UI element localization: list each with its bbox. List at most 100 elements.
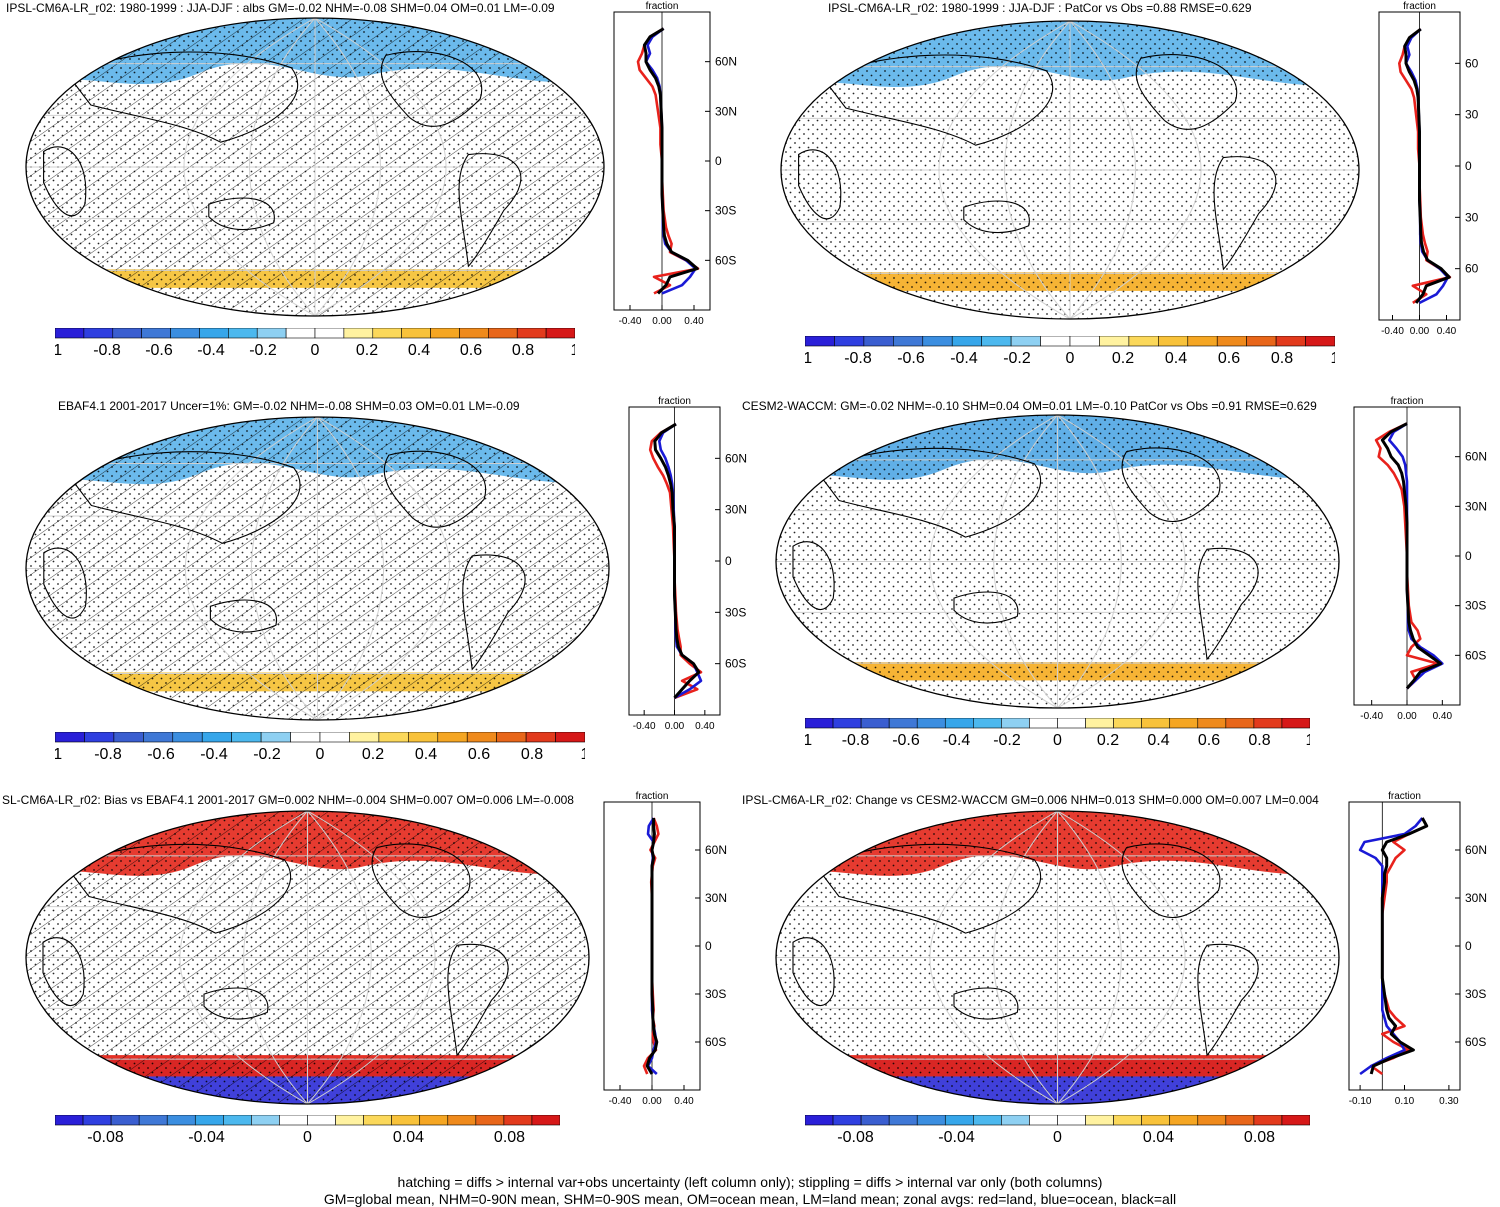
zonal-x-tick-label: 0.40 <box>684 316 704 327</box>
colorbar-swatch <box>1001 718 1030 729</box>
map-frame <box>775 414 1340 709</box>
colorbar-tick-label: 0.6 <box>468 746 490 763</box>
colorbar-swatch <box>888 718 918 729</box>
colorbar-swatch <box>531 1115 560 1126</box>
colorbar-swatch <box>55 328 85 339</box>
map-top-left <box>25 17 605 317</box>
coastlines <box>798 54 1277 271</box>
zonal-lat-tick-label: 60N <box>725 451 747 465</box>
colorbar-tick-label: -1 <box>55 746 62 763</box>
colorbar-tick-label: -0.8 <box>842 732 870 749</box>
colorbar-swatch <box>437 732 468 743</box>
colorbar-swatch <box>170 328 200 339</box>
colorbar-swatch <box>430 328 460 339</box>
panel-title-bottom-right: IPSL-CM6A-LR_r02: Change vs CESM2-WACCM … <box>742 793 1319 807</box>
colorbar-bottom-right: -0.08 -0.04 0 0.04 0.08 <box>805 1115 1310 1146</box>
colorbar-tick-label: -0.8 <box>844 350 872 367</box>
colorbar-swatch <box>1057 718 1086 729</box>
colorbar-swatch <box>447 1115 477 1126</box>
zonal-x-tick-label: -0.40 <box>609 1096 632 1107</box>
zonal-x-tick-label: 0.40 <box>1437 326 1457 337</box>
colorbar-tick-label: -1 <box>805 732 812 749</box>
zonal-lat-tick-label: 60 <box>1465 262 1479 276</box>
zonal-x-tick-label: -0.40 <box>619 316 642 327</box>
colorbar-tick-label: -0.6 <box>145 342 173 359</box>
colorbar-swatch <box>363 1115 392 1126</box>
footer-line-1: hatching = diffs > internal var+obs unce… <box>397 1174 1103 1190</box>
colorbar-swatch <box>1253 1115 1283 1126</box>
colorbar-middle-left: -1 -0.8 -0.6 -0.4 -0.2 0 0.2 0.4 0.6 0.8 1 <box>55 732 585 763</box>
zonal-x-tick-label: 0.00 <box>1410 326 1430 337</box>
zonal-series-land <box>1369 817 1428 1076</box>
colorbar-tick-label: -0.4 <box>200 746 228 763</box>
colorbar-tick-label: 0.4 <box>415 746 437 763</box>
colorbar-swatch <box>944 718 974 729</box>
zonal-axis-label: fraction <box>646 1 679 12</box>
colorbar-tick-label: 0 <box>1066 350 1075 367</box>
zonal-lat-tick-label: 60N <box>705 843 727 857</box>
colorbar-top-right: -1 -0.8 -0.6 -0.4 -0.2 0 0.2 0.4 0.6 0.8 1 <box>805 336 1335 367</box>
colorbar-tick-label: -0.2 <box>993 732 1021 749</box>
colorbar-swatch <box>1141 1115 1171 1126</box>
panel-title-middle-left: EBAF4.1 2001-2017 Uncer=1%: GM=-0.02 NHM… <box>58 399 520 413</box>
zonal-series-all <box>642 27 699 295</box>
colorbar-swatch <box>1113 1115 1142 1126</box>
colorbar-tick-label: 0.2 <box>362 746 384 763</box>
colorbar-swatch <box>922 336 953 347</box>
zonal-x-tick-label: 0.00 <box>665 721 685 732</box>
zonal-lat-tick-label: 0 <box>725 554 732 568</box>
colorbar-swatch <box>1169 718 1199 729</box>
graticule <box>26 417 609 720</box>
colorbar-swatch <box>951 336 982 347</box>
colorbar-tick-label: 0.6 <box>460 342 482 359</box>
colorbar-swatch <box>82 1115 112 1126</box>
zonal-lat-tick-label: 30N <box>1465 499 1487 513</box>
colorbar-swatch <box>860 718 890 729</box>
coastlines <box>43 450 526 671</box>
zonal-lat-tick-label: 60N <box>1465 450 1487 464</box>
colorbar-swatch <box>231 732 262 743</box>
zonal-lat-tick-label: 60S <box>705 1035 726 1049</box>
colorbar-swatch <box>335 1115 364 1126</box>
zonal-lat-tick-label: 0 <box>1465 939 1472 953</box>
zonal-series-land <box>636 27 700 295</box>
map-frame <box>780 20 1360 320</box>
colorbar-swatch <box>863 336 894 347</box>
colorbar-swatch <box>888 1115 918 1126</box>
colorbar-swatch <box>251 1115 280 1126</box>
colorbar-tick-label: -0.6 <box>897 350 925 367</box>
zonal-x-tick-label: 0.40 <box>1433 711 1453 722</box>
colorbar-tick-label: 0.8 <box>521 746 543 763</box>
map-middle-left <box>25 416 610 721</box>
colorbar-swatch <box>228 328 258 339</box>
zonal-series-all <box>653 422 701 699</box>
zonal-lat-tick-label: 60N <box>715 55 737 69</box>
coastlines <box>42 843 509 1057</box>
colorbar-swatch <box>893 336 924 347</box>
map-frame <box>25 810 590 1105</box>
panel-title-middle-right: CESM2-WACCM: GM=-0.02 NHM=-0.10 SHM=0.04… <box>742 399 1317 413</box>
colorbar-swatch <box>419 1115 449 1126</box>
graticule <box>26 18 604 316</box>
colorbar-swatch <box>319 732 350 743</box>
colorbar-swatch <box>290 732 321 743</box>
graticule <box>781 21 1359 319</box>
colorbar-tick-label: 1 <box>1306 732 1310 749</box>
colorbar-tick-label: -0.04 <box>188 1129 225 1146</box>
colorbar-swatch <box>545 328 575 339</box>
zonal-lat-tick-label: 60S <box>715 253 736 267</box>
zonal-plot-middle-left: fraction 60N 30N 0 30S 60S -0.40 0.00 0.40 <box>628 396 747 732</box>
colorbar-swatch <box>1128 336 1159 347</box>
colorbar-swatch <box>834 336 865 347</box>
zonal-lat-tick-label: 30S <box>715 204 736 218</box>
colorbar-swatch <box>285 328 316 339</box>
colorbar-swatch <box>55 732 85 743</box>
colorbar-swatch <box>1099 336 1130 347</box>
colorbar-swatch <box>1187 336 1218 347</box>
map-bottom-left <box>25 810 590 1105</box>
colorbar-swatch <box>1113 718 1142 729</box>
zonal-plot-top-left: fraction 60N 30N 0 30S 60S -0.40 0.00 0.40 <box>613 1 737 327</box>
zonal-lat-tick-label: 0 <box>1465 159 1472 173</box>
zonal-x-tick-label: -0.40 <box>1381 326 1404 337</box>
colorbar-swatch <box>199 328 229 339</box>
